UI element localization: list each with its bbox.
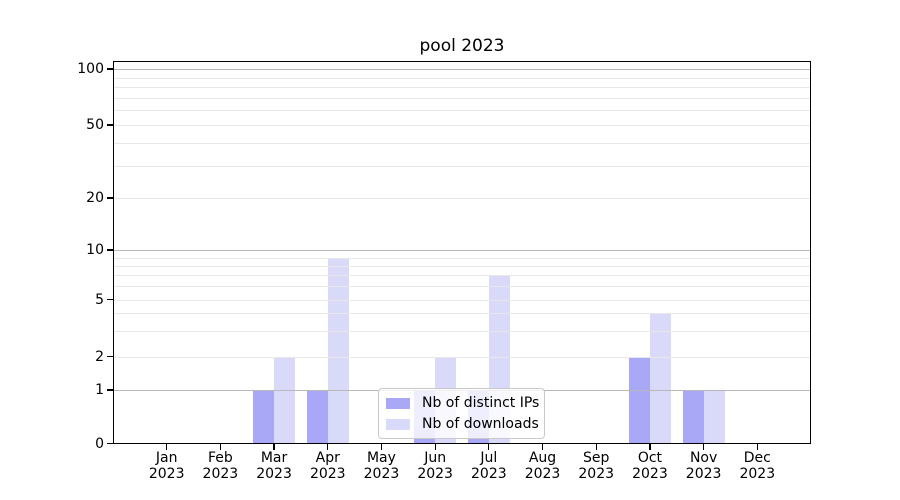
minor-gridline — [113, 313, 811, 315]
x-tick-label: Jan 2023 — [148, 449, 185, 482]
x-tick-label: Feb 2023 — [202, 449, 239, 482]
legend-item-downloads: Nb of downloads — [386, 417, 544, 431]
x-tick — [756, 443, 758, 450]
y-tick — [106, 442, 113, 445]
y-tick — [106, 124, 113, 126]
minor-gridline — [113, 265, 811, 267]
minor-gridline — [113, 331, 811, 333]
minor-gridline — [113, 142, 811, 144]
x-tick — [595, 443, 597, 450]
x-tick — [273, 443, 275, 450]
minor-gridline — [113, 110, 811, 112]
x-tick-label: Dec 2023 — [739, 449, 776, 482]
minor-gridline — [113, 165, 811, 167]
y-tick-label: 10 — [86, 242, 104, 258]
major-gridline — [113, 69, 811, 70]
legend-item-distinct-ips: Nb of distinct IPs — [386, 396, 544, 410]
y-tick — [106, 68, 113, 70]
y-tick-label: 20 — [86, 190, 104, 206]
bar-distinct-ips — [682, 390, 704, 444]
x-tick-label: Sep 2023 — [578, 449, 615, 482]
minor-gridline — [113, 275, 811, 277]
bar-downloads — [274, 356, 296, 444]
x-tick — [380, 443, 383, 450]
x-tick — [703, 443, 705, 450]
x-tick — [541, 443, 544, 450]
y-tick-label: 5 — [95, 291, 104, 308]
plot-border — [113, 61, 811, 444]
bar-downloads — [649, 313, 671, 444]
x-tick-label: Aug 2023 — [524, 449, 561, 482]
y-tick — [106, 355, 113, 358]
x-tick-label: Jul 2023 — [471, 449, 507, 482]
legend: Nb of distinct IPs Nb of downloads — [378, 388, 545, 439]
minor-gridline — [113, 87, 811, 89]
y-tick-label: 0 — [95, 435, 104, 452]
bar-distinct-ips — [306, 390, 328, 444]
legend-swatch-distinct-ips — [386, 397, 410, 409]
y-tick — [106, 298, 113, 301]
x-tick-label: Nov 2023 — [685, 449, 722, 482]
bar-distinct-ips — [628, 356, 650, 444]
minor-gridline — [113, 356, 811, 358]
minor-gridline — [113, 299, 811, 301]
minor-gridline — [113, 198, 811, 199]
x-tick — [327, 443, 329, 450]
grid-layer — [113, 61, 811, 444]
x-tick-label: Apr 2023 — [309, 449, 346, 482]
x-tick-label: Jun 2023 — [417, 449, 453, 482]
major-gridline — [113, 250, 811, 251]
y-tick — [106, 197, 113, 199]
minor-gridline — [113, 125, 811, 126]
y-tick — [106, 389, 113, 391]
minor-gridline — [113, 77, 811, 79]
legend-label-downloads: Nb of downloads — [422, 416, 539, 432]
x-tick — [488, 443, 490, 450]
bar-distinct-ips — [253, 390, 275, 444]
legend-swatch-downloads — [386, 418, 410, 430]
x-tick — [166, 443, 168, 450]
minor-gridline — [113, 257, 811, 259]
bar-downloads — [327, 257, 349, 444]
y-tick-label: 100 — [77, 61, 104, 77]
y-tick — [106, 249, 113, 251]
y-tick-label: 2 — [95, 348, 104, 365]
y-tick-label: 50 — [86, 117, 104, 133]
x-tick — [649, 443, 651, 450]
minor-gridline — [113, 286, 811, 288]
bar-downloads — [703, 390, 725, 444]
minor-gridline — [113, 97, 811, 99]
x-tick — [219, 443, 221, 450]
x-tick — [434, 443, 436, 450]
legend-label-distinct-ips: Nb of distinct IPs — [422, 395, 540, 411]
x-tick-label: Mar 2023 — [256, 449, 292, 482]
y-tick-label: 1 — [95, 382, 104, 398]
chart-title: pool 2023 — [419, 36, 505, 56]
x-tick-label: May 2023 — [363, 449, 400, 482]
x-tick-label: Oct 2023 — [632, 449, 668, 482]
